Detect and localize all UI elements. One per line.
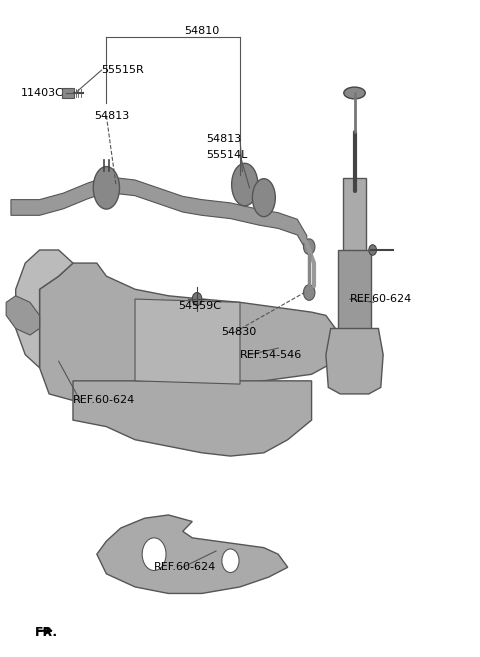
Text: 54830: 54830 <box>221 327 256 337</box>
Text: REF.60-624: REF.60-624 <box>73 396 135 405</box>
Ellipse shape <box>93 167 120 209</box>
Text: 54813: 54813 <box>95 111 130 121</box>
Text: 55514L: 55514L <box>206 150 248 160</box>
Polygon shape <box>97 515 288 593</box>
Text: 11403C: 11403C <box>21 88 63 98</box>
Text: 54813: 54813 <box>206 134 242 144</box>
Bar <box>62 88 74 98</box>
Text: REF.60-624: REF.60-624 <box>350 294 412 304</box>
Circle shape <box>222 549 239 572</box>
Ellipse shape <box>344 87 365 99</box>
Circle shape <box>142 538 166 570</box>
Ellipse shape <box>252 179 276 217</box>
Polygon shape <box>135 299 240 384</box>
Circle shape <box>369 245 376 255</box>
Text: 54559C: 54559C <box>178 301 221 311</box>
Circle shape <box>303 239 315 254</box>
Bar <box>343 178 366 263</box>
Polygon shape <box>16 250 73 368</box>
Polygon shape <box>6 296 39 335</box>
Circle shape <box>192 292 202 306</box>
Text: REF.54-546: REF.54-546 <box>240 350 302 359</box>
Bar <box>338 250 371 328</box>
Text: REF.60-624: REF.60-624 <box>154 562 216 572</box>
Polygon shape <box>326 328 383 394</box>
Ellipse shape <box>232 164 258 206</box>
Circle shape <box>303 284 315 300</box>
Polygon shape <box>73 381 312 456</box>
Polygon shape <box>39 263 336 401</box>
Text: FR.: FR. <box>35 626 58 639</box>
Text: 54810: 54810 <box>184 26 219 36</box>
Polygon shape <box>11 177 307 251</box>
Text: 55515R: 55515R <box>102 65 144 75</box>
